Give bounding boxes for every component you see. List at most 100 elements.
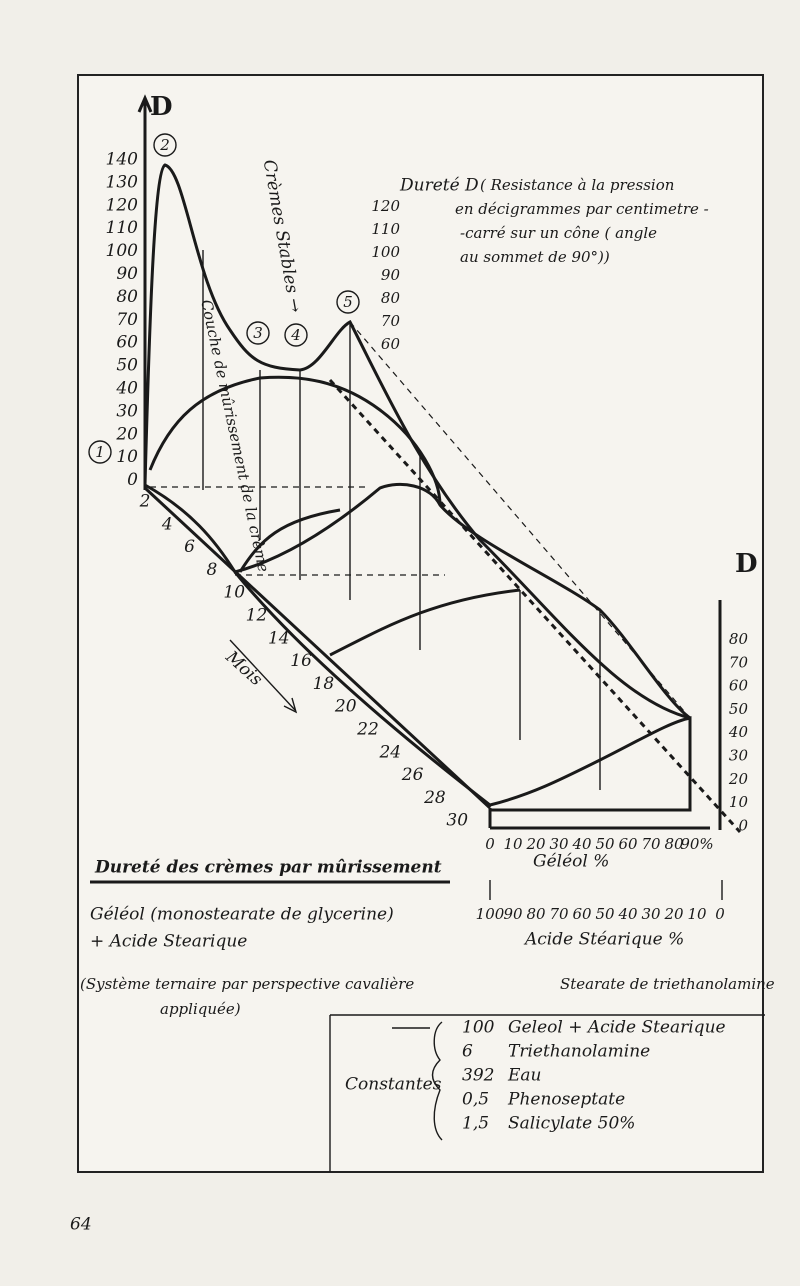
tick-label: 70 [549, 905, 569, 923]
axis-title: Acide Stéarique % [523, 930, 684, 950]
tick-label: 60 [618, 835, 638, 853]
tick-label: 30 [116, 401, 138, 421]
tick-label: 70 [116, 310, 138, 330]
tick-label: 10 [729, 793, 749, 811]
tick-label: 50 [595, 905, 615, 923]
tick-label: 0 [738, 816, 748, 834]
tick-label: 30 [641, 905, 661, 923]
tick-label: 90 [381, 266, 401, 284]
tick-label: 100 [371, 243, 400, 261]
tick-label: 90 [503, 905, 523, 923]
back-ridge [143, 163, 691, 720]
note: Stearate de triethanolamine [560, 975, 775, 993]
constant-name: Triethanolamine [508, 1042, 650, 1062]
mois-arrow [229, 639, 296, 711]
tick-label: 130 [106, 172, 139, 192]
tick-label: 10 [116, 447, 138, 467]
month-label: 8 [206, 560, 217, 580]
month-label: 6 [184, 537, 195, 557]
note: appliquée) [160, 1000, 241, 1018]
tick-label: 100 [476, 905, 505, 923]
tick-label: 60 [116, 333, 138, 353]
constant-amount: 1,5 [462, 1114, 489, 1134]
month-axis [143, 486, 492, 810]
constant-amount: 100 [462, 1018, 495, 1038]
tick-label: 80 [729, 630, 749, 648]
month-label: 24 [378, 742, 401, 762]
tick-label: 90 [116, 264, 138, 284]
tick-label: 20 [728, 770, 749, 788]
tick-label: 80 [116, 287, 138, 307]
circle-marker [284, 323, 308, 347]
constant-name: Geleol + Acide Stearique [508, 1018, 726, 1038]
tick-label: 140 [106, 150, 139, 170]
axis-label: D [150, 92, 173, 122]
constant-amount: 0,5 [462, 1090, 489, 1110]
month-label: 26 [401, 765, 424, 785]
cross-curve [148, 375, 442, 506]
constant-amount: 392 [462, 1066, 494, 1086]
tick-label: 80 [664, 835, 684, 853]
brace [431, 1021, 443, 1141]
tick-label: 80 [526, 905, 546, 923]
tick-label: 40 [728, 723, 749, 741]
month-label: 30 [446, 811, 468, 831]
constants-label: Constantes [345, 1075, 442, 1095]
tick-label: 40 [571, 835, 592, 853]
composition: + Acide Stearique [90, 932, 247, 952]
description: ( Resistance à la pression [480, 176, 674, 194]
circle-label: 3 [253, 324, 263, 342]
tick-label: 70 [381, 312, 401, 330]
tick-label: 30 [729, 747, 749, 765]
circle-label: 2 [159, 136, 170, 154]
constant-name: Salicylate 50% [508, 1114, 635, 1134]
tick-label: 110 [106, 218, 139, 238]
month-label: 10 [223, 583, 245, 603]
title: Dureté des crèmes par mûrissement [94, 858, 442, 878]
tick-label: 20 [115, 424, 138, 444]
front-ridge [144, 482, 691, 720]
tick-label: 120 [371, 197, 400, 215]
tick-label: 20 [525, 835, 546, 853]
tick-label: 80 [381, 289, 401, 307]
month-label: 16 [290, 651, 312, 671]
tick-label: 0 [485, 835, 495, 853]
cross-curve [238, 508, 341, 573]
month-label: 2 [139, 492, 151, 512]
tick-label: 30 [549, 835, 569, 853]
month-label: 14 [268, 628, 290, 648]
circle-marker [88, 440, 112, 464]
tick-label: 0 [715, 905, 725, 923]
month-label: 18 [313, 674, 335, 694]
tick-label: 60 [729, 677, 749, 695]
month-label: 28 [423, 788, 446, 808]
tick-label: 70 [729, 653, 749, 671]
tick-label: 110 [371, 220, 400, 238]
tick-label: 40 [115, 379, 138, 399]
month-label: 4 [161, 514, 173, 534]
tick-label: 50 [116, 356, 138, 376]
tick-label: 0 [127, 470, 138, 490]
circle-label: 4 [290, 326, 301, 344]
front-surface [233, 571, 692, 812]
circle-marker [336, 290, 360, 314]
tick-label: 50 [595, 835, 615, 853]
tick-label: 120 [106, 195, 139, 215]
description: en décigrammes par centimetre - [455, 200, 709, 218]
dashed-ridge [349, 321, 691, 719]
description: au sommet de 90°)) [460, 248, 610, 266]
circle-marker [246, 321, 270, 345]
durete-label: Dureté D [399, 176, 479, 196]
tick-label: 50 [729, 700, 749, 718]
tick-label: 20 [663, 905, 684, 923]
axis-label: D [735, 549, 758, 579]
tick-label: 70 [641, 835, 661, 853]
month-label: 12 [246, 606, 268, 626]
circle-label: 1 [95, 443, 105, 461]
circle-marker [153, 133, 177, 157]
month-label: 22 [356, 720, 379, 740]
dashed-ridge [328, 378, 742, 834]
description: -carré sur un cône ( angle [460, 224, 657, 242]
note: (Système ternaire par perspective cavali… [80, 975, 414, 993]
